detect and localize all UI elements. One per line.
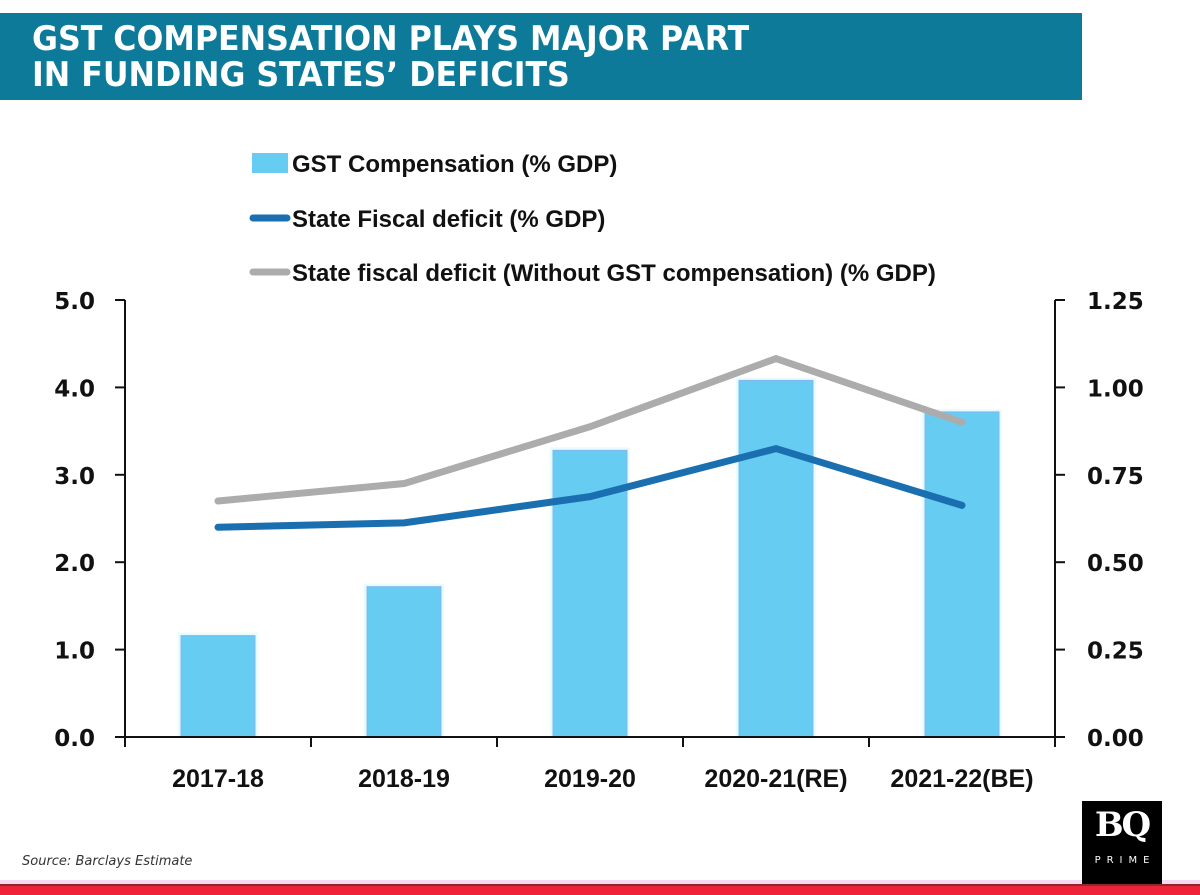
y-tick-label-left: 4.0 xyxy=(54,376,95,402)
title-banner: GST COMPENSATION PLAYS MAJOR PART IN FUN… xyxy=(0,13,1082,100)
y-tick-label-right: 0.00 xyxy=(1087,726,1144,752)
y-tick-label-left: 2.0 xyxy=(54,551,95,577)
line-fiscal-deficit-point xyxy=(403,522,405,524)
x-tick-label: 2018-19 xyxy=(358,765,450,793)
y-tick-label-right: 0.75 xyxy=(1087,464,1144,490)
x-tick-label: 2017-18 xyxy=(172,765,264,793)
y-tick-label-right: 1.25 xyxy=(1087,289,1144,315)
line-fiscal-deficit-without-gst-point xyxy=(775,358,777,360)
lines xyxy=(214,354,966,531)
footer-stripe-dark xyxy=(0,884,1200,886)
legend: GST Compensation (% GDP) State Fiscal def… xyxy=(249,151,936,287)
y-tick-label-left: 3.0 xyxy=(54,464,95,490)
x-tick-label: 2019-20 xyxy=(544,765,636,793)
bar-2020-21(RE) xyxy=(738,379,814,738)
legend-label: State fiscal deficit (Without GST compen… xyxy=(292,260,936,287)
legend-label: GST Compensation (% GDP) xyxy=(292,151,617,178)
x-tick-label: 2021-22(BE) xyxy=(890,765,1033,793)
chart-title-line-1: GST COMPENSATION PLAYS MAJOR PART xyxy=(32,19,750,59)
bar-2021-22(BE) xyxy=(924,411,1000,738)
ticks: 0.0 1.0 2.0 3.0 4.0 5.0 0.00 0.25 0.50 0.75 1.00 1.… xyxy=(54,289,1144,793)
legend-label: State Fiscal deficit (% GDP) xyxy=(292,206,605,233)
source-note: Source: Barclays Estimate xyxy=(22,854,193,869)
line-fiscal-deficit-without-gst-point xyxy=(217,500,219,502)
line-fiscal-deficit-without-gst-point xyxy=(961,421,963,423)
line-fiscal-deficit-point xyxy=(961,504,963,506)
logo-main-text: BQ xyxy=(1094,805,1151,845)
bar-2018-19 xyxy=(366,586,442,738)
line-fiscal-deficit-without-gst-point xyxy=(589,426,591,428)
logo-sub-text: PRIME xyxy=(1094,855,1156,866)
y-tick-label-left: 0.0 xyxy=(54,726,95,752)
line-fiscal-deficit-point xyxy=(775,448,777,450)
y-tick-label-right: 0.50 xyxy=(1087,551,1144,577)
chart-title-line-2: IN FUNDING STATES’ DEFICITS xyxy=(32,55,570,95)
footer-stripe-pink xyxy=(0,880,1200,884)
axes xyxy=(115,300,1065,747)
y-tick-label-right: 0.25 xyxy=(1087,639,1144,665)
y-tick-label-right: 1.00 xyxy=(1087,376,1144,402)
x-tick-label: 2020-21(RE) xyxy=(704,765,847,793)
line-fiscal-deficit-point xyxy=(217,526,219,528)
bq-prime-logo: BQ PRIME xyxy=(1082,801,1162,884)
bar-2017-18 xyxy=(180,635,256,738)
y-tick-label-left: 1.0 xyxy=(54,639,95,665)
y-tick-label-left: 5.0 xyxy=(54,289,95,315)
line-fiscal-deficit-point xyxy=(589,496,591,498)
legend-swatch-gst-compensation xyxy=(252,153,288,173)
bars xyxy=(178,377,1002,738)
line-fiscal-deficit-without-gst-point xyxy=(403,483,405,485)
footer-stripe-red xyxy=(0,886,1200,895)
